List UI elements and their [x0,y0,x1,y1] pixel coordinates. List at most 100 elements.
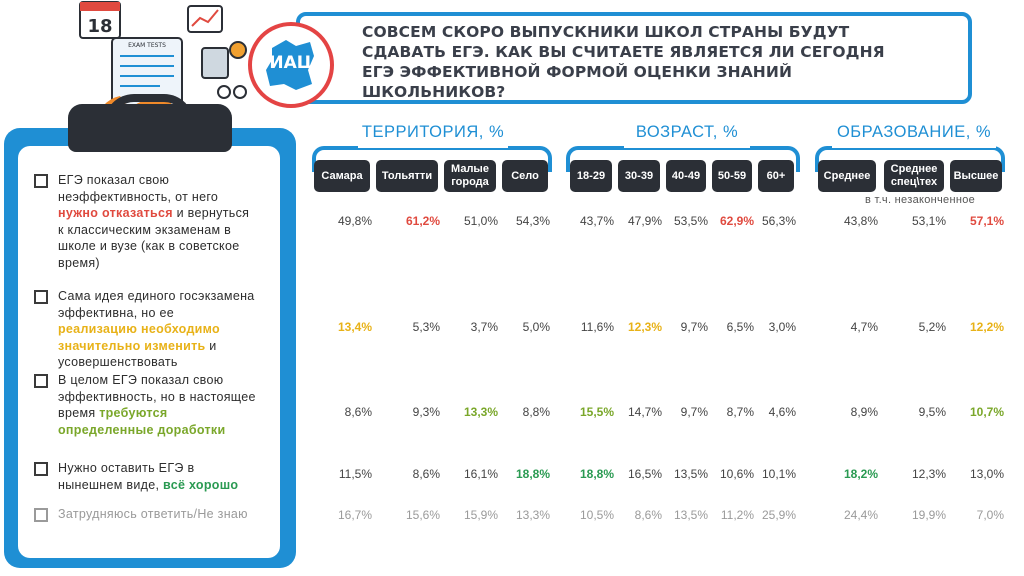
table-cell: 16,7% [337,508,372,522]
column-header: 40-49 [666,160,706,192]
table-cell: 11,2% [720,508,754,522]
education-bracket [815,146,1005,172]
table-cell: 8,6% [634,508,662,522]
table-cell: 10,5% [579,508,614,522]
table-cell: 8,6% [412,467,440,481]
table-cell: 7,0% [976,508,1004,522]
table-cell: 16,1% [463,467,498,481]
table-cell: 18,2% [843,467,878,481]
table-cell: 16,5% [627,467,662,481]
table-cell: 8,8% [522,405,550,419]
column-header: Тольятти [376,160,438,192]
table-cell: 11,6% [580,320,614,334]
sheet-label: EXAM TESTS [128,42,166,49]
table-cell: 13,4% [337,320,372,334]
column-header: 30-39 [618,160,660,192]
title-box [296,12,972,104]
answer-item: В целом ЕГЭ показал свою эффективность, … [34,372,256,438]
table-cell: 9,5% [918,405,946,419]
clipboard-panel [4,94,296,568]
table-cell: 13,3% [463,405,498,419]
table-cell: 61,2% [405,214,440,228]
answer-item: ЕГЭ показал свою неэффективность, от нег… [34,172,256,271]
column-header: 50-59 [712,160,752,192]
answer-text-part: ЕГЭ показал свою неэффективность, от нег… [58,173,219,204]
table-cell: 5,2% [918,320,946,334]
table-cell: 43,8% [843,214,878,228]
table-cell: 53,5% [673,214,708,228]
group-title-age: ВОЗРАСТ, % [624,116,750,148]
column-header: Село [502,160,548,192]
table-cell: 47,9% [627,214,662,228]
table-cell: 19,9% [911,508,946,522]
answer-highlight: всё хорошо [163,477,239,492]
table-cell: 11,5% [338,467,372,481]
table-cell: 9,7% [680,405,708,419]
table-cell: 3,7% [470,320,498,334]
column-header: Среднее [818,160,876,192]
table-cell: 10,1% [761,467,796,481]
table-cell: 57,1% [969,214,1004,228]
table-cell: 10,6% [719,467,754,481]
table-cell: 15,5% [579,405,614,419]
table-cell: 8,6% [344,405,372,419]
column-header: 60+ [758,160,794,192]
answer-text: Сама идея единого госэкзамена эффективна… [36,288,256,371]
table-cell: 18,8% [515,467,550,481]
table-cell: 13,3% [515,508,550,522]
table-cell: 9,3% [412,405,440,419]
table-cell: 13,5% [673,508,708,522]
answer-text: Нужно оставить ЕГЭ в нынешнем виде, всё … [36,460,256,493]
table-cell: 3,0% [768,320,796,334]
column-header: Высшее [950,160,1002,192]
table-cell: 12,3% [911,467,946,481]
checkbox-icon [34,174,48,188]
answer-highlight: нужно отказаться [58,206,173,220]
table-cell: 56,3% [761,214,796,228]
territory-bracket [312,146,552,172]
answer-item: Сама идея единого госэкзамена эффективна… [34,288,256,371]
answer-text-part: Сама идея единого госэкзамена эффективна… [58,289,255,320]
table-cell: 13,0% [969,467,1004,481]
answer-text: В целом ЕГЭ показал свою эффективность, … [36,372,256,438]
table-cell: 53,1% [911,214,946,228]
education-note: в т.ч. незаконченное [864,194,976,206]
answer-text-part: В целом ЕГЭ показал свою эффективность, … [58,373,256,420]
table-cell: 51,0% [463,214,498,228]
table-cell: 24,4% [843,508,878,522]
calendar-day: 18 [87,16,112,37]
page-title: СОВСЕМ СКОРО ВЫПУСКНИКИ ШКОЛ СТРАНЫ БУДУ… [362,23,885,101]
table-cell: 5,3% [412,320,440,334]
table-cell: 10,7% [969,405,1004,419]
checkbox-icon [34,290,48,304]
column-header: 18-29 [570,160,612,192]
table-cell: 14,7% [627,405,662,419]
answer-text: Затрудняюсь ответить/Не знаю [36,506,256,523]
column-header: Среднее спец\тех [884,160,944,192]
table-cell: 62,9% [719,214,754,228]
table-cell: 54,3% [515,214,550,228]
iac-logo: ИАЦ [248,22,334,108]
table-cell: 4,7% [850,320,878,334]
logo-text: ИАЦ [269,53,313,73]
answer-text-part: и вернуться к классическим экзаменам в ш… [58,206,250,270]
answer-text-part: Нужно оставить ЕГЭ в нынешнем виде, [58,461,195,492]
table-cell: 8,9% [850,405,878,419]
group-title-territory: ТЕРРИТОРИЯ, % [358,116,508,148]
checkbox-icon [34,374,48,388]
table-cell: 18,8% [579,467,614,481]
group-title-education: ОБРАЗОВАНИЕ, % [832,116,996,148]
answer-item: Затрудняюсь ответить/Не знаю [34,506,256,523]
checkbox-icon [34,508,48,522]
answer-highlight: требуются определенные доработки [58,406,226,437]
age-bracket [566,146,800,172]
answer-item: Нужно оставить ЕГЭ в нынешнем виде, всё … [34,460,256,493]
table-cell: 13,5% [673,467,708,481]
column-header: Малые города [444,160,496,192]
answer-text: ЕГЭ показал свою неэффективность, от нег… [36,172,256,271]
clipboard-clamp [68,104,232,152]
table-cell: 12,3% [627,320,662,334]
table-cell: 25,9% [761,508,796,522]
table-cell: 4,6% [768,405,796,419]
answer-text-part: Затрудняюсь ответить/Не знаю [58,507,248,521]
